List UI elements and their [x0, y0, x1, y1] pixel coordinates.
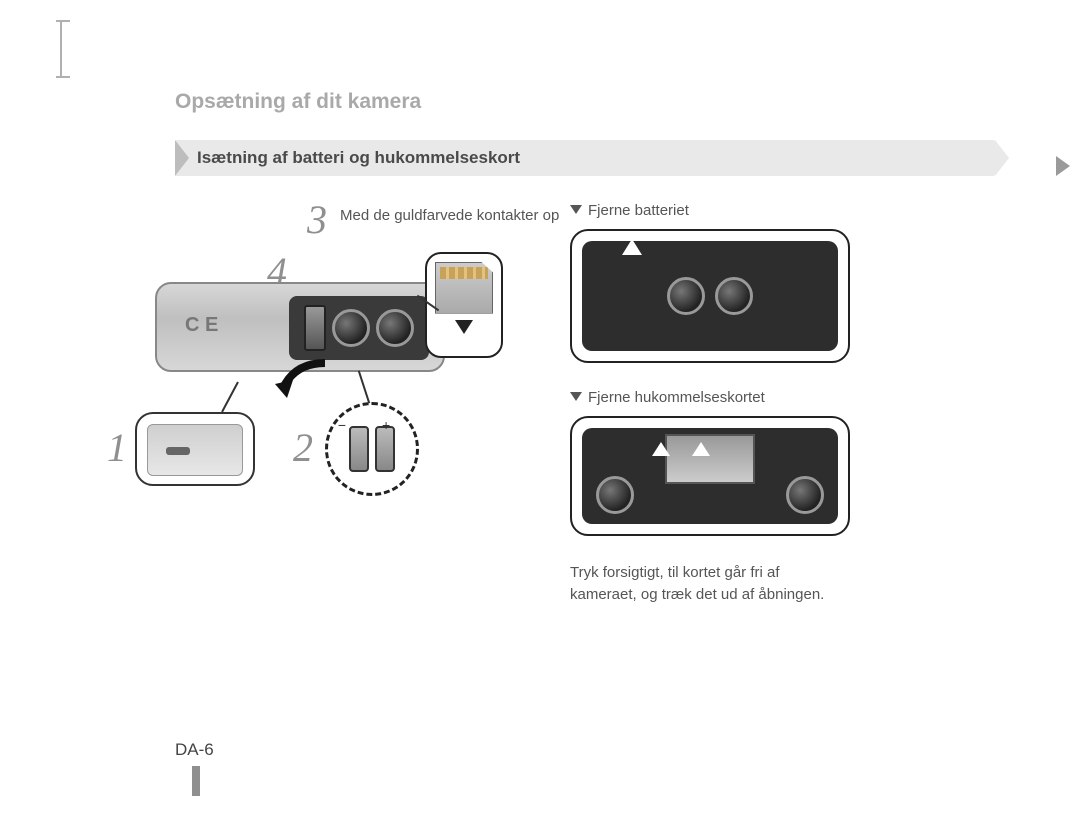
section-heading-text: Isætning af batteri og hukommelseskort — [197, 148, 520, 167]
next-page-arrow-icon[interactable] — [1056, 156, 1070, 176]
remove-card-figure — [570, 416, 850, 536]
figure-area: 3 Med de guldfarvede kontakter op 4 C E — [175, 202, 995, 682]
remove-battery-label: Fjerne batteriet — [570, 202, 850, 219]
polarity-label: − + — [338, 417, 406, 433]
camera-illustration: C E — [155, 282, 445, 412]
step-number-3: 3 — [307, 196, 327, 243]
remove-battery-text: Fjerne batteriet — [588, 202, 689, 219]
chapter-title: Opsætning af dit kamera — [175, 90, 995, 114]
remove-card-label: Fjerne hukommelseskortet — [570, 389, 850, 406]
step-number-2: 2 — [293, 424, 313, 471]
right-column: Fjerne batteriet Fjerne hukommelseskorte… — [570, 202, 850, 606]
insert-arrow-icon — [455, 320, 473, 334]
page-number-mark — [192, 766, 200, 796]
step-number-1: 1 — [107, 424, 127, 471]
crop-mark — [60, 20, 62, 78]
triangle-down-icon — [570, 392, 582, 401]
section-heading: Isætning af batteri og hukommelseskort — [175, 140, 995, 176]
remove-card-note: Tryk forsigtigt, til kortet går fri af k… — [570, 562, 850, 606]
page-content: Opsætning af dit kamera Isætning af batt… — [175, 90, 995, 682]
remove-battery-figure — [570, 229, 850, 363]
close-lid-arrow-icon — [275, 358, 335, 398]
page-number: DA-6 — [175, 740, 214, 760]
eject-arrow-icon — [652, 442, 670, 456]
step3-caption: Med de guldfarvede kontakter op — [340, 206, 559, 226]
latch-callout — [135, 412, 255, 486]
eject-arrow-icon — [692, 442, 710, 456]
battery-compartment — [289, 296, 429, 360]
triangle-down-icon — [570, 205, 582, 214]
sdcard-orientation-callout — [425, 252, 503, 358]
eject-arrow-icon — [622, 239, 642, 255]
remove-card-text: Fjerne hukommelseskortet — [588, 389, 765, 406]
ce-mark: C E — [185, 314, 218, 337]
battery-polarity-callout: − + — [325, 402, 419, 496]
